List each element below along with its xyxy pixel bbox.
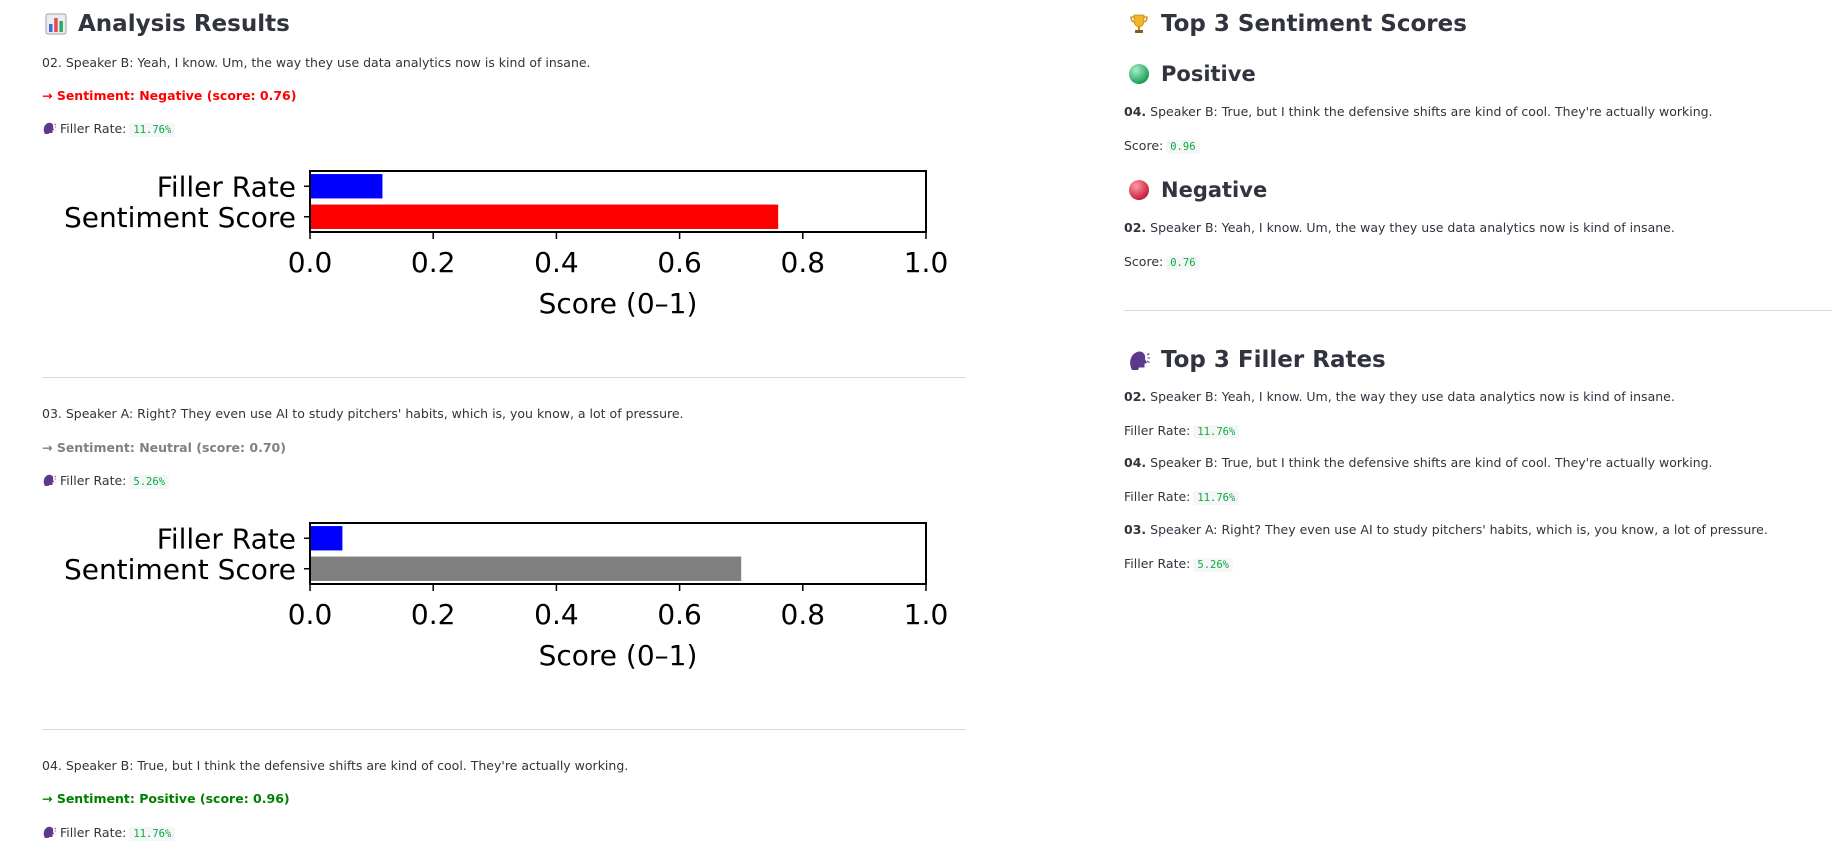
heading-text: Negative	[1161, 178, 1268, 202]
item-number: 04.	[1124, 104, 1147, 119]
filler-rate-row: Filler Rate: 11.76%	[42, 825, 176, 842]
x-tick-label: 1.0	[904, 246, 949, 279]
plot-frame	[309, 170, 927, 233]
sentiment-result: → Sentiment: Positive (score: 0.96)	[42, 791, 290, 806]
score-label: Score:	[1124, 138, 1164, 153]
filler-rate-value: 11.76%	[1193, 491, 1240, 505]
top-filler-item: 04. Speaker B: True, but I think the def…	[1124, 455, 1713, 471]
filler-rate-value: 5.26%	[129, 475, 169, 489]
top-filler-item: 03. Speaker A: Right? They even use AI t…	[1124, 522, 1768, 538]
utterance-text: 02. Speaker B: Yeah, I know. Um, the way…	[42, 55, 591, 70]
top-sentiment-title: Top 3 Sentiment Scores	[1128, 11, 1467, 37]
filler-rate-row: Filler Rate: 5.26%	[42, 473, 169, 490]
top-filler-title: Top 3 Filler Rates	[1128, 347, 1386, 373]
y-tick-label: Filler Rate	[157, 170, 296, 203]
bar-chart-icon	[45, 13, 67, 35]
bar-filler-rate	[310, 174, 383, 199]
heading-text: Positive	[1161, 62, 1256, 86]
item-text: Speaker B: True, but I think the defensi…	[1150, 455, 1713, 470]
score-label: Score:	[1124, 254, 1164, 269]
x-tick-label: 0.4	[534, 598, 579, 631]
x-tick-label: 0.4	[534, 246, 579, 279]
y-tick-label: Sentiment Score	[64, 553, 296, 586]
x-tick-label: 0.2	[411, 598, 456, 631]
sentiment-result: → Sentiment: Negative (score: 0.76)	[42, 88, 297, 103]
filler-rate-row: Filler Rate: 11.76%	[42, 121, 176, 138]
utterance-text: 04. Speaker B: True, but I think the def…	[42, 758, 629, 773]
score-value: 0.96	[1166, 140, 1200, 154]
negative-heading: Negative	[1128, 178, 1267, 202]
y-tick-label: Sentiment Score	[64, 201, 296, 234]
item-number: 03.	[1124, 522, 1147, 537]
trophy-icon	[1128, 13, 1150, 35]
filler-rate-label: Filler Rate:	[1124, 489, 1191, 504]
filler-rate-value: 5.26%	[1193, 558, 1233, 572]
x-tick-label: 0.8	[781, 598, 826, 631]
item-number: 04.	[1124, 455, 1147, 470]
top-positive-item: 04. Speaker B: True, but I think the def…	[1124, 104, 1713, 120]
x-tick-label: 0.0	[288, 598, 333, 631]
filler-rate-label: Filler Rate:	[1124, 423, 1191, 438]
top-filler-item: 02. Speaker B: Yeah, I know. Um, the way…	[1124, 389, 1675, 405]
section-title-text: Top 3 Filler Rates	[1161, 347, 1386, 373]
x-axis-label: Score (0–1)	[539, 639, 698, 672]
bar-sentiment-score	[310, 556, 742, 581]
section-divider	[1124, 310, 1832, 311]
utterance-text: 03. Speaker A: Right? They even use AI t…	[42, 406, 684, 421]
sentiment-result: → Sentiment: Neutral (score: 0.70)	[42, 440, 286, 455]
x-tick-label: 0.6	[657, 246, 702, 279]
filler-rate-label: Filler Rate:	[60, 473, 127, 488]
score-value: 0.76	[1166, 256, 1200, 270]
speaking-head-icon	[1128, 349, 1150, 371]
bar-filler-rate	[310, 526, 343, 551]
bar-sentiment-score	[310, 204, 779, 229]
x-tick-label: 1.0	[904, 598, 949, 631]
filler-rate-row: Filler Rate: 11.76%	[1124, 489, 1240, 506]
filler-rate-value: 11.76%	[129, 827, 176, 841]
x-tick-label: 0.8	[781, 246, 826, 279]
item-text: Speaker B: Yeah, I know. Um, the way the…	[1150, 389, 1675, 404]
x-axis-label: Score (0–1)	[539, 287, 698, 320]
y-tick-label: Filler Rate	[157, 522, 296, 555]
x-tick-label: 0.0	[288, 246, 333, 279]
positive-heading: Positive	[1128, 62, 1256, 86]
speaking-head-icon	[42, 825, 57, 839]
speaking-head-icon	[42, 121, 57, 135]
filler-rate-label: Filler Rate:	[1124, 556, 1191, 571]
plot-frame	[309, 522, 927, 585]
speaking-head-icon	[42, 473, 57, 487]
item-number: 02.	[1124, 220, 1147, 235]
filler-rate-value: 11.76%	[129, 123, 176, 137]
filler-rate-row: Filler Rate: 11.76%	[1124, 423, 1240, 440]
item-text: Speaker A: Right? They even use AI to st…	[1150, 522, 1768, 537]
filler-rate-row: Filler Rate: 5.26%	[1124, 556, 1233, 573]
filler-rate-label: Filler Rate:	[60, 825, 127, 840]
item-text: Speaker B: True, but I think the defensi…	[1150, 104, 1713, 119]
item-number: 02.	[1124, 389, 1147, 404]
x-tick-label: 0.2	[411, 246, 456, 279]
analysis-results-title: Analysis Results	[45, 11, 290, 37]
score-row: Score: 0.96	[1124, 138, 1200, 155]
score-row: Score: 0.76	[1124, 254, 1200, 271]
item-text: Speaker B: Yeah, I know. Um, the way the…	[1150, 220, 1675, 235]
red-circle-icon	[1128, 179, 1150, 201]
section-divider	[42, 377, 966, 378]
section-title-text: Analysis Results	[78, 11, 290, 37]
section-title-text: Top 3 Sentiment Scores	[1161, 11, 1467, 37]
x-tick-label: 0.6	[657, 598, 702, 631]
filler-rate-value: 11.76%	[1193, 425, 1240, 439]
green-circle-icon	[1128, 63, 1150, 85]
filler-rate-label: Filler Rate:	[60, 121, 127, 136]
section-divider	[42, 729, 966, 730]
top-negative-item: 02. Speaker B: Yeah, I know. Um, the way…	[1124, 220, 1675, 236]
